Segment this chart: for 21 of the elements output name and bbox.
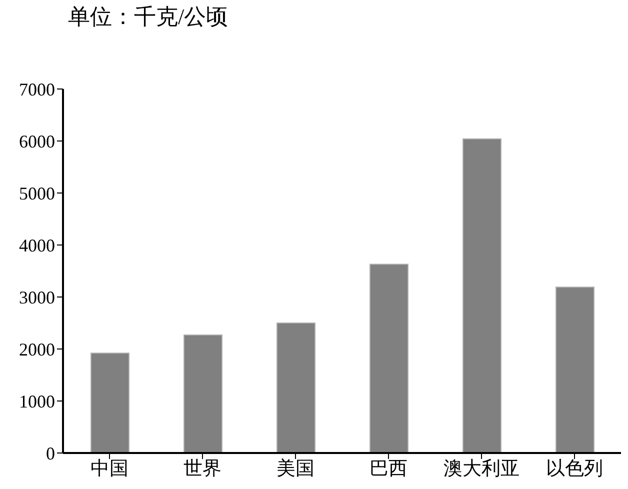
x-tick-label: 世界 — [184, 458, 222, 480]
y-tick-label: 7000 — [19, 79, 55, 100]
y-axis-title: 单位：千克/公顷 — [68, 3, 228, 31]
x-tick-label: 以色列 — [546, 458, 603, 480]
y-tick-label: 6000 — [19, 131, 55, 152]
bar — [370, 264, 408, 453]
bar — [556, 286, 594, 453]
y-tick-label: 1000 — [19, 391, 55, 412]
bar — [90, 352, 130, 453]
x-tick-label: 巴西 — [370, 458, 408, 480]
y-tick-label: 3000 — [19, 287, 55, 308]
bar — [184, 334, 222, 453]
y-tick-label: 0 — [46, 443, 55, 464]
bar — [462, 138, 502, 453]
x-tick-label: 中国 — [90, 458, 128, 480]
x-tick-label: 澳大利亚 — [444, 458, 520, 480]
y-tick-label: 4000 — [19, 235, 55, 256]
bar — [276, 322, 316, 453]
y-tick-label: 2000 — [19, 339, 55, 360]
x-tick-label: 美国 — [276, 457, 314, 480]
y-tick-label: 5000 — [19, 183, 55, 204]
